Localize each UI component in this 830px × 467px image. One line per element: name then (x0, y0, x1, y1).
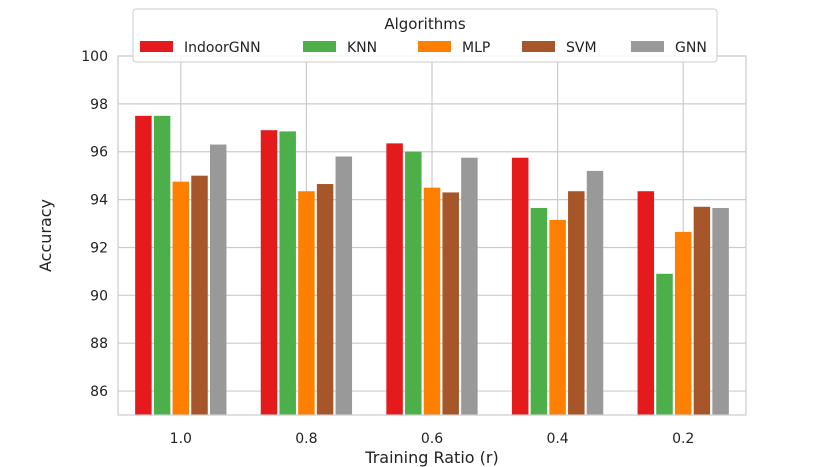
y-tick-label: 94 (90, 193, 108, 209)
y-tick-label: 86 (90, 384, 108, 400)
legend-swatch-gnn (631, 41, 664, 52)
x-tick-label: 1.0 (170, 431, 192, 447)
legend-label-gnn: GNN (675, 40, 707, 56)
y-tick-label: 96 (90, 145, 108, 161)
legend-label-mlp: MLP (462, 40, 490, 56)
y-tick-labels: 86 88 90 92 94 96 98 100 (81, 49, 108, 400)
bar-indoorgnn-0.6 (386, 143, 403, 415)
bar-indoorgnn-0.8 (260, 130, 278, 415)
y-tick-label: 100 (81, 49, 108, 65)
y-tick-label: 88 (90, 336, 108, 352)
bar-mlp-0.2 (674, 231, 692, 415)
bar-knn-0.2 (656, 273, 673, 415)
legend-box (132, 8, 718, 63)
bar-gnn-0.8 (335, 156, 353, 415)
bar-mlp-1.0 (172, 181, 190, 415)
x-tick-label: 0.8 (295, 431, 317, 447)
bar-gnn-0.6 (461, 157, 478, 415)
legend-swatch-indoorgnn (140, 41, 173, 52)
bar-indoorgnn-0.4 (511, 157, 529, 415)
y-tick-label: 98 (90, 97, 108, 113)
bar-indoorgnn-0.2 (637, 191, 655, 415)
bar-mlp-0.6 (423, 187, 441, 415)
bar-knn-0.6 (405, 151, 422, 415)
bar-mlp-0.8 (298, 191, 315, 415)
bar-svm-0.6 (442, 192, 459, 415)
bar-mlp-0.4 (549, 219, 566, 415)
legend-label-svm: SVM (566, 40, 597, 56)
bar-gnn-0.2 (712, 207, 729, 415)
bar-knn-0.4 (530, 207, 548, 415)
bar-gnn-0.4 (586, 170, 604, 415)
legend-label-knn: KNN (347, 40, 377, 56)
bar-knn-0.8 (279, 131, 296, 415)
legend-swatch-mlp (418, 41, 451, 52)
bar-svm-0.4 (568, 191, 585, 415)
x-tick-label: 0.2 (672, 431, 694, 447)
legend-label-indoorgnn: IndoorGNN (184, 40, 261, 56)
bar-svm-1.0 (191, 175, 208, 415)
bar-indoorgnn-1.0 (135, 115, 152, 415)
legend: Algorithms IndoorGNN KNN MLP SVM GNN (132, 8, 718, 63)
bar-gnn-1.0 (209, 144, 227, 415)
bar-knn-1.0 (153, 115, 171, 415)
x-axis-label: Training Ratio (r) (364, 448, 498, 467)
y-tick-label: 92 (90, 240, 108, 256)
bars (135, 115, 729, 415)
x-tick-labels: 1.0 0.8 0.6 0.4 0.2 (170, 431, 695, 447)
bar-svm-0.2 (693, 206, 711, 415)
legend-items: IndoorGNN KNN MLP SVM GNN (140, 40, 707, 56)
x-tick-label: 0.4 (546, 431, 568, 447)
bar-svm-0.8 (316, 184, 334, 415)
x-tick-label: 0.6 (421, 431, 443, 447)
y-axis-label: Accuracy (36, 199, 55, 272)
y-tick-label: 90 (90, 288, 108, 304)
legend-swatch-svm (522, 41, 555, 52)
legend-title: Algorithms (384, 15, 465, 33)
legend-swatch-knn (303, 41, 336, 52)
